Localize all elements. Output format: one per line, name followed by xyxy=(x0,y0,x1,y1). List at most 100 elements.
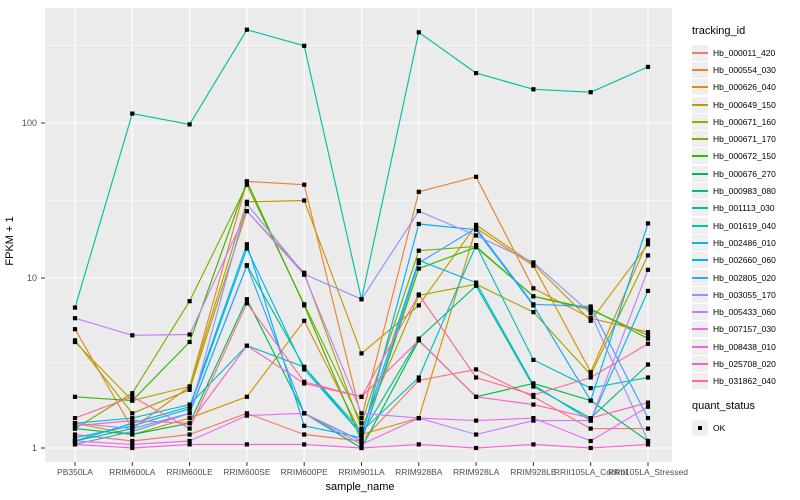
data-point xyxy=(474,243,479,248)
legend-item: Hb_001113_030 xyxy=(692,200,798,217)
data-point xyxy=(72,316,78,321)
legend-item-label: Hb_000554_030 xyxy=(713,64,776,75)
data-point xyxy=(416,260,421,266)
data-point xyxy=(416,248,421,253)
legend-item: Hb_000011_420 xyxy=(692,44,798,61)
legend-item-label: Hb_001113_030 xyxy=(713,203,775,214)
data-point xyxy=(531,260,536,265)
data-point xyxy=(588,375,593,380)
legend-color-line xyxy=(692,120,708,123)
data-point xyxy=(130,111,135,116)
y-tick-label: 10 xyxy=(26,273,37,283)
data-point xyxy=(244,182,249,187)
legend-color-line xyxy=(692,155,708,158)
data-point xyxy=(187,332,192,337)
legend-item: Hb_008438_010 xyxy=(692,338,798,355)
legend-item-label: Hb_000626_040 xyxy=(713,82,776,93)
data-point xyxy=(474,226,479,231)
legend-item-label: Hb_007157_030 xyxy=(713,324,776,335)
legend-key-swatch xyxy=(692,200,708,217)
legend-item-label: Hb_001619_040 xyxy=(713,220,776,231)
legend-item: Hb_025708_020 xyxy=(692,355,798,372)
legend-item: Hb_000554_030 xyxy=(692,61,798,78)
x-tick-label: RRII105LA_Stressed xyxy=(608,467,688,477)
legend-item: Hb_000626_040 xyxy=(692,79,798,96)
legend-item-label: Hb_008438_010 xyxy=(713,341,776,352)
x-tick-label: RRIM901LA xyxy=(338,467,385,477)
data-point xyxy=(130,333,135,338)
data-point xyxy=(474,71,479,76)
legend-key-swatch xyxy=(692,165,708,182)
data-point xyxy=(588,418,593,423)
data-point xyxy=(187,421,192,426)
data-point xyxy=(187,384,192,389)
legend-key-swatch xyxy=(692,252,708,269)
legend-key-swatch xyxy=(692,355,708,372)
y-axis-title: FPKM + 1 xyxy=(4,216,16,266)
data-point xyxy=(130,421,135,426)
plot-panel xyxy=(45,8,672,462)
quant-status-item-label: OK xyxy=(713,422,726,433)
quant-status-legend-items: OK xyxy=(692,419,798,436)
data-point xyxy=(359,351,364,356)
quant-status-legend-title: quant_status xyxy=(692,399,755,412)
y-tick-label: 1 xyxy=(31,443,37,453)
data-point xyxy=(645,416,651,421)
legend-item-label: Hb_000649_150 xyxy=(713,99,776,110)
data-point xyxy=(416,338,421,343)
data-point xyxy=(416,416,421,421)
legend-item-label: Hb_000671_170 xyxy=(713,134,776,145)
data-point xyxy=(588,372,593,377)
data-point xyxy=(416,375,421,380)
data-point xyxy=(416,258,421,263)
data-point xyxy=(645,426,651,431)
x-tick-label: RRIM600SE xyxy=(223,467,271,477)
data-point xyxy=(302,272,307,277)
legend-item: Hb_000672_150 xyxy=(692,148,798,165)
legend-item: Hb_002660_060 xyxy=(692,252,798,269)
data-point xyxy=(302,367,307,372)
data-point xyxy=(416,292,421,297)
data-point xyxy=(474,283,479,288)
x-axis-title: sample_name xyxy=(325,481,395,493)
legend-color-line xyxy=(692,380,708,383)
data-point xyxy=(416,209,421,214)
legend-item-label: Hb_000676_270 xyxy=(713,168,776,179)
data-point xyxy=(187,404,192,409)
legend-key-swatch xyxy=(692,373,708,390)
data-point xyxy=(645,336,651,341)
data-point xyxy=(474,245,479,250)
legend-key-swatch xyxy=(692,113,708,130)
data-point xyxy=(645,341,651,346)
legend-item: Hb_031862_040 xyxy=(692,373,798,390)
data-point xyxy=(588,369,593,375)
data-point xyxy=(645,330,651,335)
data-point xyxy=(244,297,249,302)
legend-key-swatch xyxy=(692,61,708,78)
data-point xyxy=(474,375,479,380)
legend-item-label: Hb_002805_020 xyxy=(713,272,776,283)
legend-color-line xyxy=(692,86,708,89)
data-point xyxy=(359,432,364,437)
data-point xyxy=(588,445,593,451)
data-point xyxy=(72,426,78,431)
data-point xyxy=(130,426,135,431)
data-point xyxy=(130,411,135,416)
data-point xyxy=(416,442,421,447)
data-point xyxy=(531,382,536,387)
data-point xyxy=(645,253,651,258)
legend-key-swatch xyxy=(692,44,708,61)
legend-item: Hb_002805_020 xyxy=(692,269,798,286)
legend-color-line xyxy=(692,68,708,71)
legend-item-label: Hb_000671_160 xyxy=(713,116,776,127)
data-point xyxy=(72,421,78,426)
data-point xyxy=(72,435,78,440)
data-point xyxy=(72,438,78,444)
data-point xyxy=(302,442,307,447)
data-point xyxy=(531,87,536,92)
data-point xyxy=(302,318,307,323)
legend-item: Hb_000983_080 xyxy=(692,182,798,200)
legend-key-swatch xyxy=(692,234,708,251)
data-point xyxy=(359,442,364,447)
data-point xyxy=(588,426,593,431)
